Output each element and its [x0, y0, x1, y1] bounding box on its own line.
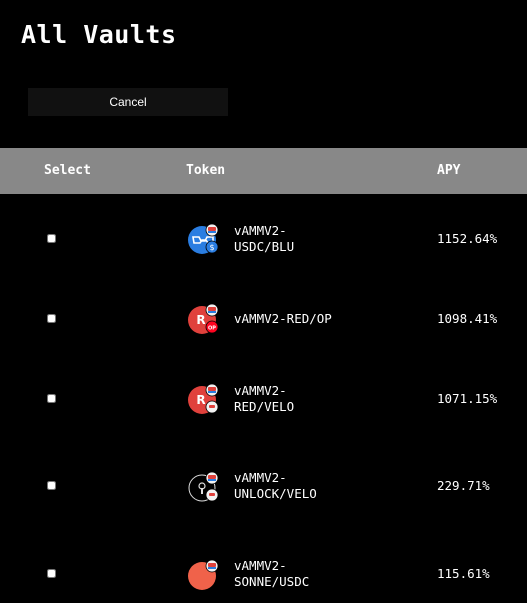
apy-value: 1071.15%: [437, 391, 498, 406]
table-row: vAMMV2- SONNE/USDC 115.61%: [0, 543, 527, 603]
token-name: vAMMV2- USDC/BLU: [234, 223, 295, 254]
unlock-velo-pair-icon: [188, 471, 219, 502]
token-name: vAMMV2- UNLOCK/VELO: [234, 470, 317, 501]
apy-value: 1152.64%: [437, 231, 498, 246]
apy-value: 229.71%: [437, 478, 490, 493]
row-select-checkbox[interactable]: [47, 394, 56, 403]
table-row: $ vAMMV2- USDC/BLU 1152.64%: [0, 215, 527, 275]
svg-text:R: R: [196, 393, 205, 407]
row-select-checkbox[interactable]: [47, 481, 56, 490]
row-select-checkbox[interactable]: [47, 234, 56, 243]
page-title: All Vaults: [21, 20, 177, 49]
svg-text:R: R: [196, 313, 205, 327]
token-name: vAMMV2- RED/VELO: [234, 383, 295, 414]
table-row: R OP vAMMV2-RED/OP 1098.41%: [0, 295, 527, 355]
usdc-blu-pair-icon: $: [188, 223, 219, 254]
table-header: Select Token APY: [0, 148, 527, 194]
token-name: vAMMV2-RED/OP: [234, 311, 332, 326]
table-row: R vAMMV2- RED/VELO 1071.15%: [0, 375, 527, 435]
apy-value: 115.61%: [437, 566, 490, 581]
row-select-checkbox[interactable]: [47, 314, 56, 323]
cancel-button[interactable]: Cancel: [28, 88, 228, 116]
column-header-apy: APY: [437, 163, 461, 178]
svg-text:$: $: [209, 243, 214, 252]
column-header-token: Token: [186, 163, 226, 178]
row-select-checkbox[interactable]: [47, 569, 56, 578]
red-velo-pair-icon: R: [188, 383, 219, 414]
sonne-usdc-pair-icon: [188, 559, 219, 590]
apy-value: 1098.41%: [437, 311, 498, 326]
svg-text:OP: OP: [208, 326, 216, 332]
table-row: vAMMV2- UNLOCK/VELO 229.71%: [0, 455, 527, 523]
column-header-select: Select: [44, 163, 91, 178]
red-op-pair-icon: R OP: [188, 303, 219, 334]
token-name: vAMMV2- SONNE/USDC: [234, 558, 310, 589]
